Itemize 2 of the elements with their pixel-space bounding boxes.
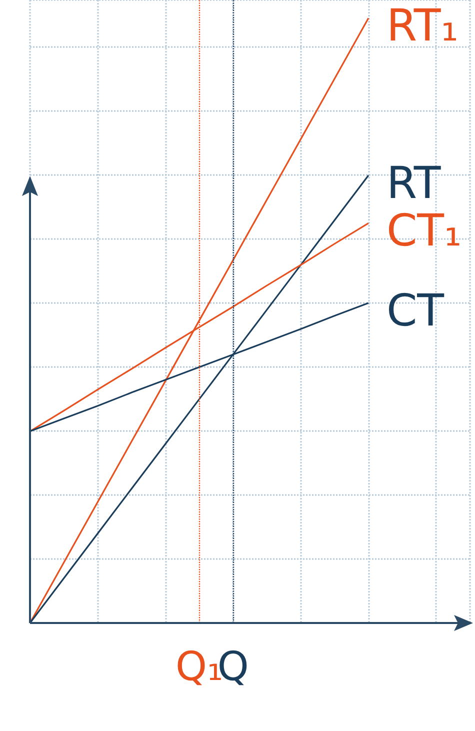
series-label: CT (386, 286, 444, 337)
series-label: RT₁ (386, 0, 458, 52)
